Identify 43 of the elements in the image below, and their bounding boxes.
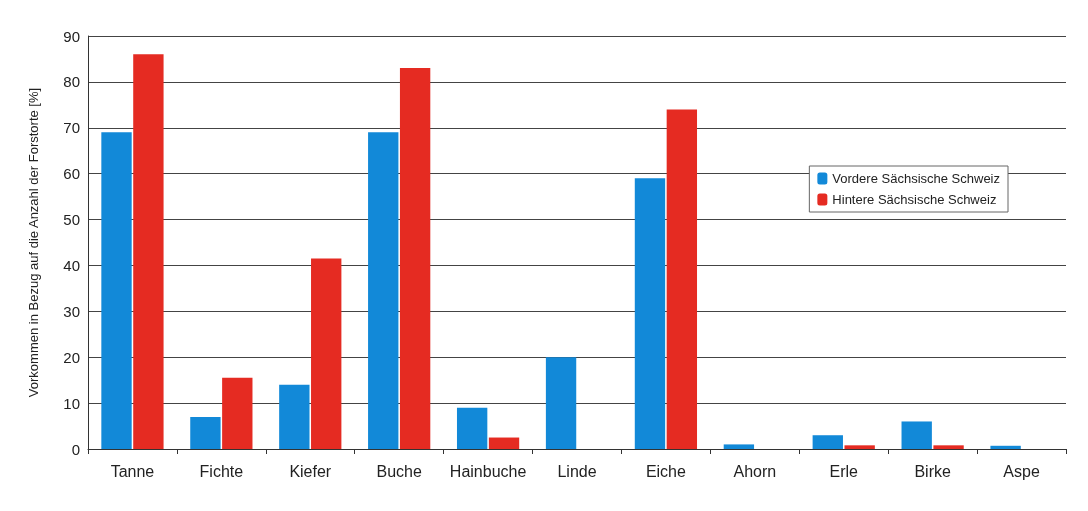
bar <box>222 377 253 449</box>
y-tick-label: 10 <box>63 394 80 412</box>
x-tick-label: Kiefer <box>289 462 332 480</box>
bar <box>933 445 964 449</box>
bar <box>190 416 221 449</box>
x-tick-label: Birke <box>914 462 951 480</box>
bar <box>990 445 1021 449</box>
y-tick-label: 0 <box>71 440 80 458</box>
bar <box>901 421 932 449</box>
x-tick-label: Linde <box>557 462 597 480</box>
y-tick-label: 90 <box>63 27 80 45</box>
bar <box>634 178 666 449</box>
y-tick-label: 70 <box>63 119 80 137</box>
y-tick-label: 60 <box>63 165 80 183</box>
y-tick-label: 50 <box>63 211 80 229</box>
bar <box>279 384 310 449</box>
bar <box>133 54 164 449</box>
y-axis-title: Vorkommen in Bezug auf die Anzahl der Forstorte [%] <box>26 87 41 398</box>
x-tick-label: Eiche <box>645 462 687 480</box>
bar <box>311 258 342 449</box>
legend-label: Vordere Sächsische Schweiz <box>832 171 1001 186</box>
bar <box>368 132 399 449</box>
bar <box>101 132 132 449</box>
x-tick-label: Tanne <box>110 462 155 480</box>
bar <box>399 68 431 449</box>
bar <box>666 109 698 449</box>
bar <box>456 407 488 449</box>
legend-label: Hintere Sächsische Schweiz <box>832 192 997 207</box>
x-tick-label: Aspe <box>1003 462 1040 480</box>
x-tick-label: Ahorn <box>733 462 777 480</box>
y-tick-label: 40 <box>63 256 80 274</box>
y-tick-label: 80 <box>63 73 80 91</box>
bar <box>812 435 843 449</box>
bar <box>545 357 577 449</box>
x-tick-label: Hainbuche <box>449 462 527 480</box>
bar <box>488 437 520 449</box>
y-tick-label: 20 <box>63 348 80 366</box>
y-tick-label: 30 <box>63 302 80 320</box>
x-tick-label: Buche <box>376 462 422 480</box>
bar <box>723 444 755 449</box>
x-tick-label: Fichte <box>199 462 244 480</box>
bar <box>844 445 875 449</box>
x-tick-label: Erle <box>829 462 859 480</box>
